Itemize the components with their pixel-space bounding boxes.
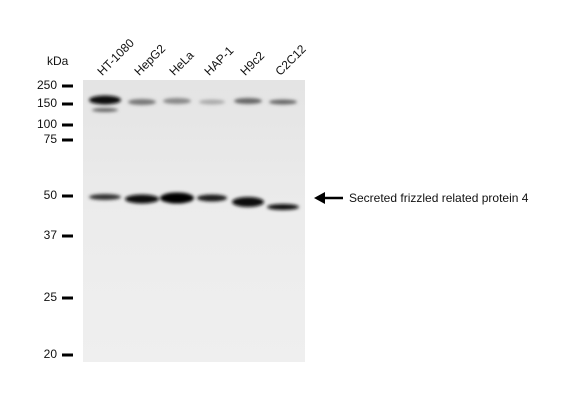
band — [128, 99, 156, 105]
bands — [89, 95, 299, 210]
marker-tick — [62, 194, 73, 198]
band — [163, 98, 191, 104]
marker-tick — [62, 84, 73, 88]
arrow-head — [314, 192, 325, 204]
band — [92, 108, 118, 112]
annotation: Secreted frizzled related protein 4 — [349, 191, 529, 205]
band — [267, 204, 299, 210]
marker-label: 100 — [37, 117, 57, 131]
band — [89, 95, 121, 105]
band — [197, 194, 227, 202]
lane-label: HAP-1 — [201, 43, 236, 78]
lane-label: C2C12 — [272, 42, 309, 79]
lane-label: HeLa — [166, 48, 196, 78]
marker-label: 20 — [44, 347, 58, 361]
lane-label: HepG2 — [131, 41, 168, 78]
lane-label: HT-1080 — [94, 36, 137, 79]
marker-tick — [62, 138, 73, 142]
marker-label: 75 — [44, 132, 58, 146]
band — [89, 194, 121, 200]
marker-tick — [62, 296, 73, 300]
marker-label: 37 — [44, 228, 58, 242]
band — [199, 99, 225, 105]
marker-tick — [62, 123, 73, 127]
marker-label: 50 — [44, 188, 58, 202]
marker-label: 250 — [37, 78, 57, 92]
marker-label: 150 — [37, 96, 57, 110]
band — [160, 192, 194, 204]
marker-tick — [62, 102, 73, 106]
marker-label: 25 — [44, 290, 58, 304]
blot-membrane — [83, 80, 305, 362]
unit-label: kDa — [47, 54, 69, 68]
band — [269, 99, 297, 105]
lane-label: H9c2 — [237, 48, 267, 78]
band — [125, 194, 159, 204]
marker-tick — [62, 234, 73, 238]
band — [232, 197, 264, 207]
marker-tick — [62, 353, 73, 357]
band — [234, 98, 262, 104]
